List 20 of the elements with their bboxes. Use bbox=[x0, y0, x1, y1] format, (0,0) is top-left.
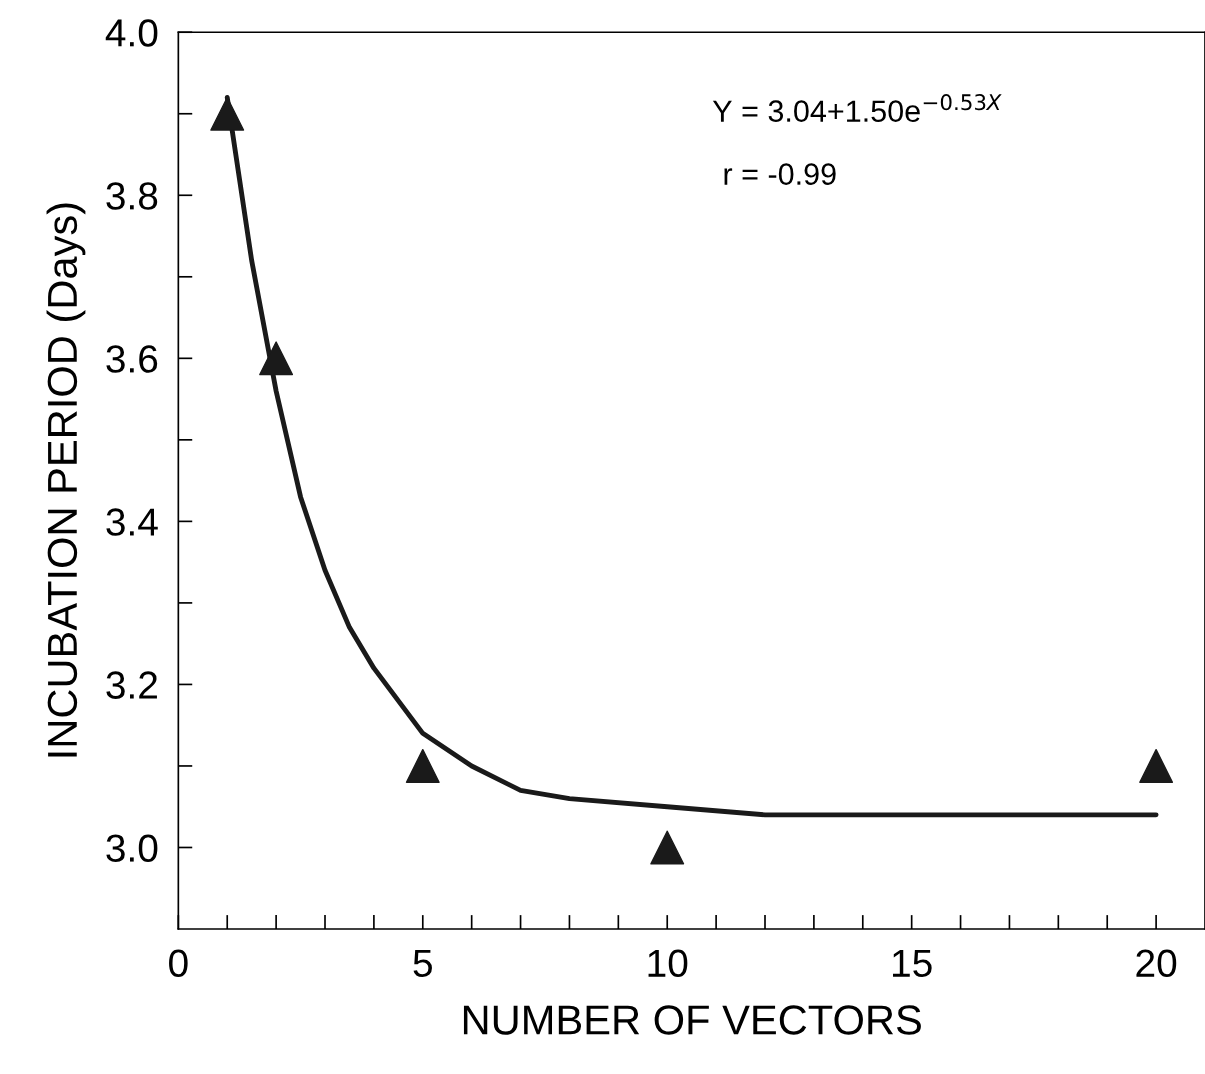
x-tick-label: 5 bbox=[413, 949, 432, 978]
point bbox=[650, 830, 685, 865]
point bbox=[405, 748, 440, 783]
y-tick-label: 4.0 bbox=[105, 19, 158, 47]
y-tick-label: 3.8 bbox=[106, 182, 158, 210]
x-tick-label: 10 bbox=[648, 949, 688, 978]
annotation: Y = 3.04+1.50e$^{−0.53X}$ bbox=[712, 94, 1002, 122]
x-tick-label: 20 bbox=[1136, 949, 1177, 978]
point bbox=[259, 341, 294, 376]
point bbox=[1139, 748, 1174, 783]
y-tick-label: 3.2 bbox=[106, 671, 157, 699]
point bbox=[210, 96, 245, 131]
y-axis-title: INCUBATION PERIOD (Days) bbox=[46, 203, 86, 757]
x-tick-label: 15 bbox=[893, 949, 932, 978]
y-tick-label: 3.0 bbox=[106, 834, 158, 862]
x-tick-label: 0 bbox=[169, 949, 188, 978]
x-axis-title: NUMBER OF VECTORS bbox=[463, 1005, 921, 1035]
y-tick-label: 3.6 bbox=[106, 345, 158, 373]
annotation: r = -0.99 bbox=[724, 163, 836, 185]
y-tick-label: 3.4 bbox=[106, 508, 158, 536]
